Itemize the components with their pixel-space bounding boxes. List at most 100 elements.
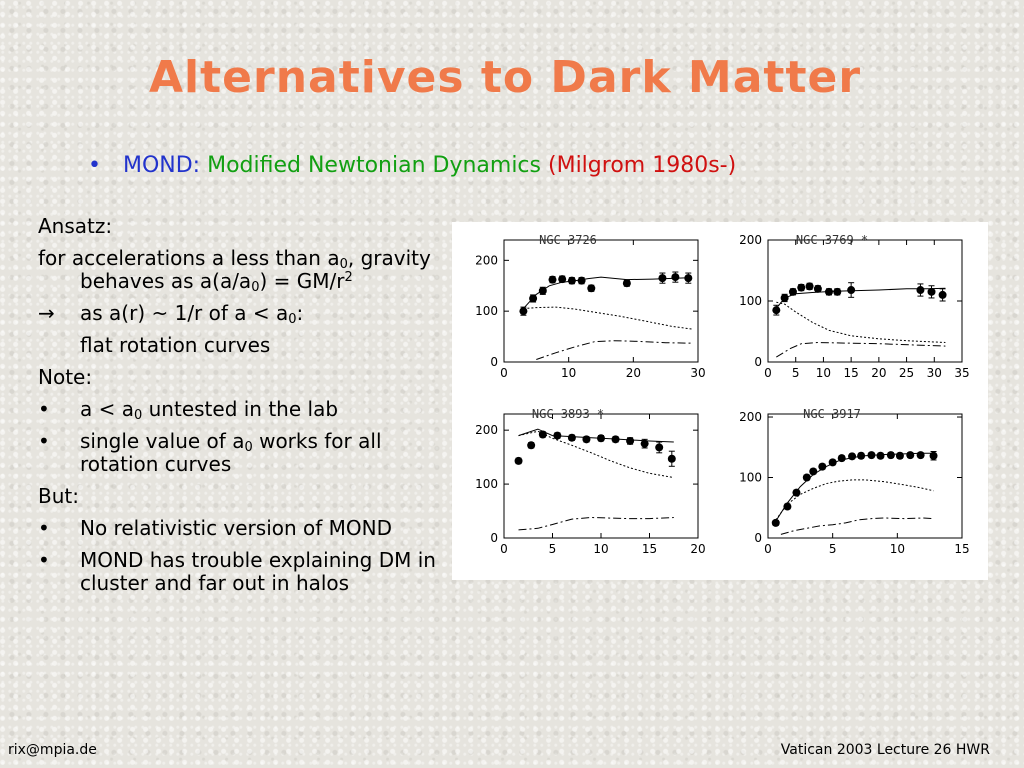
panel-4-data-point xyxy=(929,451,938,460)
panel-3-x-tick-label: 5 xyxy=(549,542,557,556)
panel-1-title: NGC 3726 xyxy=(539,233,597,247)
panel-4-data-point xyxy=(916,451,925,460)
panel-4-data-point xyxy=(792,488,801,497)
panel-3-x-tick-label: 0 xyxy=(500,542,508,556)
panel-2-data-point xyxy=(833,287,842,296)
panel-2-y-tick-label: 200 xyxy=(739,233,762,247)
panel-4-data-point xyxy=(848,452,857,461)
panel-1-x-tick-label: 30 xyxy=(690,366,705,380)
panel-2-data-point xyxy=(788,287,797,296)
panel-4-x-tick-label: 5 xyxy=(829,542,837,556)
panel-3-frame xyxy=(503,413,699,539)
panel-4-data-point xyxy=(818,462,827,471)
panel-4-data-point xyxy=(771,518,780,527)
panel-3-data-point xyxy=(527,441,536,450)
bullet-icon: • xyxy=(38,397,50,421)
panel-2-x-tick-label: 10 xyxy=(816,366,831,380)
bullet-icon: • xyxy=(38,429,50,453)
footer-email: rix@mpia.de xyxy=(8,742,97,758)
panel-3-data-point xyxy=(640,439,649,448)
panel-1-data-point xyxy=(658,274,667,283)
bullet-icon: • xyxy=(38,548,50,572)
note-item-2: • single value of a0 works for all rotati… xyxy=(38,429,382,476)
panel-3-y-tick-label: 0 xyxy=(490,531,498,545)
subtitle-expansion: Modified Newtonian Dynamics xyxy=(207,153,541,178)
panel-2-data-point xyxy=(847,286,856,295)
panel-4-data-point xyxy=(895,451,904,460)
panel-4-x-tick-label: 0 xyxy=(764,542,772,556)
panel-4-data-point xyxy=(783,502,792,511)
rotation-curves-figure: 0 10 20 30 0 100 200 NGC 3726 0 5 10 15 20 25 30 35 0 100… xyxy=(452,222,988,580)
panel-4-data-point xyxy=(886,451,895,460)
panel-3-gas-curve xyxy=(518,516,674,531)
bullet-icon: • xyxy=(38,516,50,540)
panel-1-data-point xyxy=(577,276,586,285)
panel-2-data-point xyxy=(916,286,925,295)
panel-1-gas-curve xyxy=(536,340,692,360)
panel-4-title: NGC 3917 xyxy=(803,407,861,421)
but-item-1: • No relativistic version of MOND xyxy=(38,516,393,540)
panel-2-x-tick-label: 25 xyxy=(899,366,914,380)
panel-2-data-point xyxy=(813,284,822,293)
panel-1-x-tick-label: 20 xyxy=(626,366,641,380)
panel-1-x-tick-label: 10 xyxy=(561,366,576,380)
panel-2-gas-curve xyxy=(776,341,946,358)
panel-1-frame xyxy=(503,239,699,363)
panel-1-data-point xyxy=(538,286,547,295)
implies-line: → as a(r) ~ 1/r of a < a0: xyxy=(38,301,304,327)
panel-2-data-point xyxy=(805,282,814,291)
panel-1-mond-curve xyxy=(523,276,692,309)
flat-rotation-curves: flat rotation curves xyxy=(80,333,271,357)
panel-4-mond-curve xyxy=(775,452,934,522)
panel-3-data-point xyxy=(567,433,576,442)
panel-4-data-point xyxy=(906,451,915,460)
panel-3-x-tick-label: 15 xyxy=(642,542,657,556)
panel-1-x-tick-label: 0 xyxy=(500,366,508,380)
note-item-1: • a < a0 untested in the lab xyxy=(38,397,339,423)
panel-4-data-point xyxy=(828,458,837,467)
panel-2-data-point xyxy=(927,287,936,296)
panel-4-gas-curve xyxy=(780,517,934,535)
but-item-2: • MOND has trouble explaining DM in clust… xyxy=(38,548,436,595)
panel-2-data-point xyxy=(780,293,789,302)
panel-3-data-point xyxy=(538,430,547,439)
panel-4-x-tick-label: 10 xyxy=(890,542,905,556)
panel-2-title: NGC 3769 * xyxy=(796,233,868,247)
panel-4-data-point xyxy=(802,473,811,482)
panel-4-data-point xyxy=(809,467,818,476)
panel-2-y-tick-label: 0 xyxy=(754,355,762,369)
panel-3-data-point xyxy=(667,454,676,463)
panel-4-data-point xyxy=(867,451,876,460)
panel-1-data-point xyxy=(671,273,680,282)
panel-1-y-tick-label: 0 xyxy=(490,355,498,369)
panel-3-data-point xyxy=(553,431,562,440)
panel-2-data-point xyxy=(797,283,806,292)
panel-2-x-tick-label: 35 xyxy=(954,366,969,380)
panel-3-data-point xyxy=(514,456,523,465)
panel-1-data-point xyxy=(548,275,557,284)
panel-3-title: NGC 3893 * xyxy=(532,407,604,421)
panel-2-x-tick-label: 5 xyxy=(792,366,800,380)
panel-3-data-point xyxy=(655,443,664,452)
slide-title: Alternatives to Dark Matter xyxy=(148,52,862,103)
implies-arrow-icon: → xyxy=(38,301,55,325)
panel-3-y-tick-label: 200 xyxy=(475,423,498,437)
but-heading: But: xyxy=(38,484,79,508)
panel-2-y-tick-label: 100 xyxy=(739,294,762,308)
subtitle-citation: (Milgrom 1980s-) xyxy=(548,153,737,178)
panel-3-data-point xyxy=(597,434,605,443)
panel-1-y-tick-label: 100 xyxy=(475,304,498,318)
subtitle: • MOND: Modified Newtonian Dynamics (Milg… xyxy=(88,153,736,178)
panel-1-data-point xyxy=(684,274,693,283)
panel-1-data-point xyxy=(567,276,576,285)
panel-4-x-tick-label: 15 xyxy=(954,542,969,556)
panel-4-y-tick-label: 200 xyxy=(739,410,762,424)
panel-4-data-point xyxy=(837,454,846,463)
panel-3-x-tick-label: 10 xyxy=(593,542,608,556)
panel-4-frame xyxy=(767,413,963,539)
panel-1-stellar-curve xyxy=(523,306,692,330)
panel-1-data-point xyxy=(622,279,631,288)
ansatz-heading: Ansatz: xyxy=(38,214,113,238)
panel-4-y-tick-label: 0 xyxy=(754,531,762,545)
